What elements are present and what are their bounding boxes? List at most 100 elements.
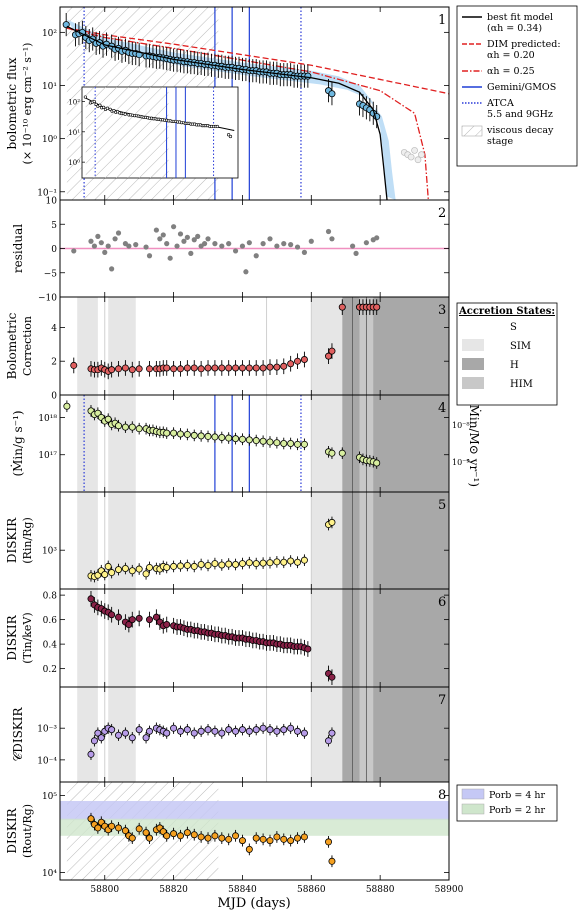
data-point <box>115 731 123 739</box>
legend-sublabel: stage <box>487 136 513 147</box>
data-point <box>373 459 381 467</box>
data-point <box>105 243 111 249</box>
y-axis-label-2: (Rin/Rg) <box>21 517 34 564</box>
y-right-tick-label: 10⁻⁸ <box>452 421 470 430</box>
inset-data-point <box>98 103 102 107</box>
data-point <box>300 356 308 364</box>
data-point <box>363 240 369 246</box>
legend-sublabel: (αh = 0.34) <box>487 23 542 34</box>
data-point <box>246 240 252 246</box>
data-point <box>294 727 302 735</box>
sim-state-band <box>77 492 98 589</box>
data-point <box>245 436 253 444</box>
sim-state-band <box>311 395 343 492</box>
data-point <box>239 243 246 249</box>
panel-number: 4 <box>438 401 446 416</box>
data-point <box>232 435 240 443</box>
data-point <box>195 233 201 239</box>
data-point <box>201 241 208 247</box>
data-point <box>325 228 332 235</box>
panel-backgrounds <box>60 7 449 880</box>
data-point <box>232 560 240 568</box>
data-point <box>211 560 219 568</box>
data-point <box>128 423 136 431</box>
data-point <box>300 833 308 841</box>
inset-y-tick-label: 10² <box>68 98 80 106</box>
y-axis-label: residual <box>11 224 25 273</box>
data-point <box>280 835 288 843</box>
data-point <box>328 518 336 526</box>
data-point <box>304 72 312 80</box>
data-point <box>287 360 295 368</box>
data-point <box>177 231 184 237</box>
data-point <box>300 556 308 564</box>
data-point <box>108 569 116 577</box>
data-point <box>121 565 129 573</box>
sim-state-band <box>311 297 343 395</box>
inset-data-point <box>215 124 219 129</box>
data-point <box>266 438 274 446</box>
data-point <box>197 727 205 735</box>
y-right-tick-label: 10⁻⁹ <box>452 458 470 467</box>
legend-top: best fit model(αh = 0.34)DIM predicted:α… <box>456 5 578 167</box>
panel-number: 7 <box>438 693 446 708</box>
data-point <box>135 726 143 734</box>
data-point <box>212 241 218 247</box>
data-point <box>308 238 314 244</box>
panel-number: 1 <box>438 13 446 28</box>
data-point <box>374 235 380 241</box>
legend-state-swatch <box>462 377 484 389</box>
legend-states-frame <box>456 302 558 406</box>
data-point <box>197 560 205 568</box>
data-point <box>176 430 184 438</box>
data-point <box>91 243 98 249</box>
legend-state-label: S <box>510 322 517 333</box>
legend-state-label: SIM <box>510 341 531 352</box>
data-point <box>135 365 143 373</box>
panel-number: 5 <box>438 498 446 513</box>
data-point <box>238 364 246 372</box>
y-axis-label: DISKIR <box>5 517 19 563</box>
legend-state-swatch <box>462 339 484 351</box>
data-point <box>190 562 198 570</box>
data-point <box>329 236 335 242</box>
data-point <box>146 616 154 624</box>
data-point <box>170 830 178 838</box>
data-point <box>115 566 123 574</box>
excluded-point <box>414 156 422 164</box>
data-point <box>115 230 122 236</box>
data-point <box>294 357 302 365</box>
sim-state-band <box>108 297 136 395</box>
data-point <box>109 266 115 272</box>
data-point <box>108 726 116 734</box>
data-point <box>287 837 295 845</box>
data-point <box>280 362 288 370</box>
sim-state-band <box>311 492 343 589</box>
y-tick-label: 5 <box>51 221 57 231</box>
data-point <box>98 240 104 246</box>
best-fit-model-curve <box>66 25 388 201</box>
y-tick-label: 0.8 <box>43 592 58 602</box>
y-tick-label: −10 <box>38 294 57 304</box>
data-point <box>294 558 302 566</box>
data-point <box>135 825 143 833</box>
legend-band-label: Porb = 2 hr <box>489 805 546 816</box>
porb-4hr-band <box>60 800 449 821</box>
x-tick-label: 58880 <box>366 885 395 895</box>
data-point <box>218 433 226 441</box>
y-tick-label: 0 <box>51 245 57 255</box>
inset-data-point <box>108 107 112 111</box>
data-point <box>170 365 178 373</box>
y-tick-label: 10¹ <box>42 82 57 92</box>
data-point <box>252 560 260 568</box>
data-point <box>128 734 136 742</box>
legend-label: DIM predicted: <box>487 39 561 50</box>
data-point <box>338 303 346 311</box>
data-point <box>71 248 77 254</box>
data-point <box>350 243 356 249</box>
y-tick-label: 10⁴ <box>42 869 57 879</box>
data-point <box>167 255 173 261</box>
data-point <box>259 364 267 372</box>
data-point <box>245 364 253 372</box>
data-point <box>211 832 219 840</box>
